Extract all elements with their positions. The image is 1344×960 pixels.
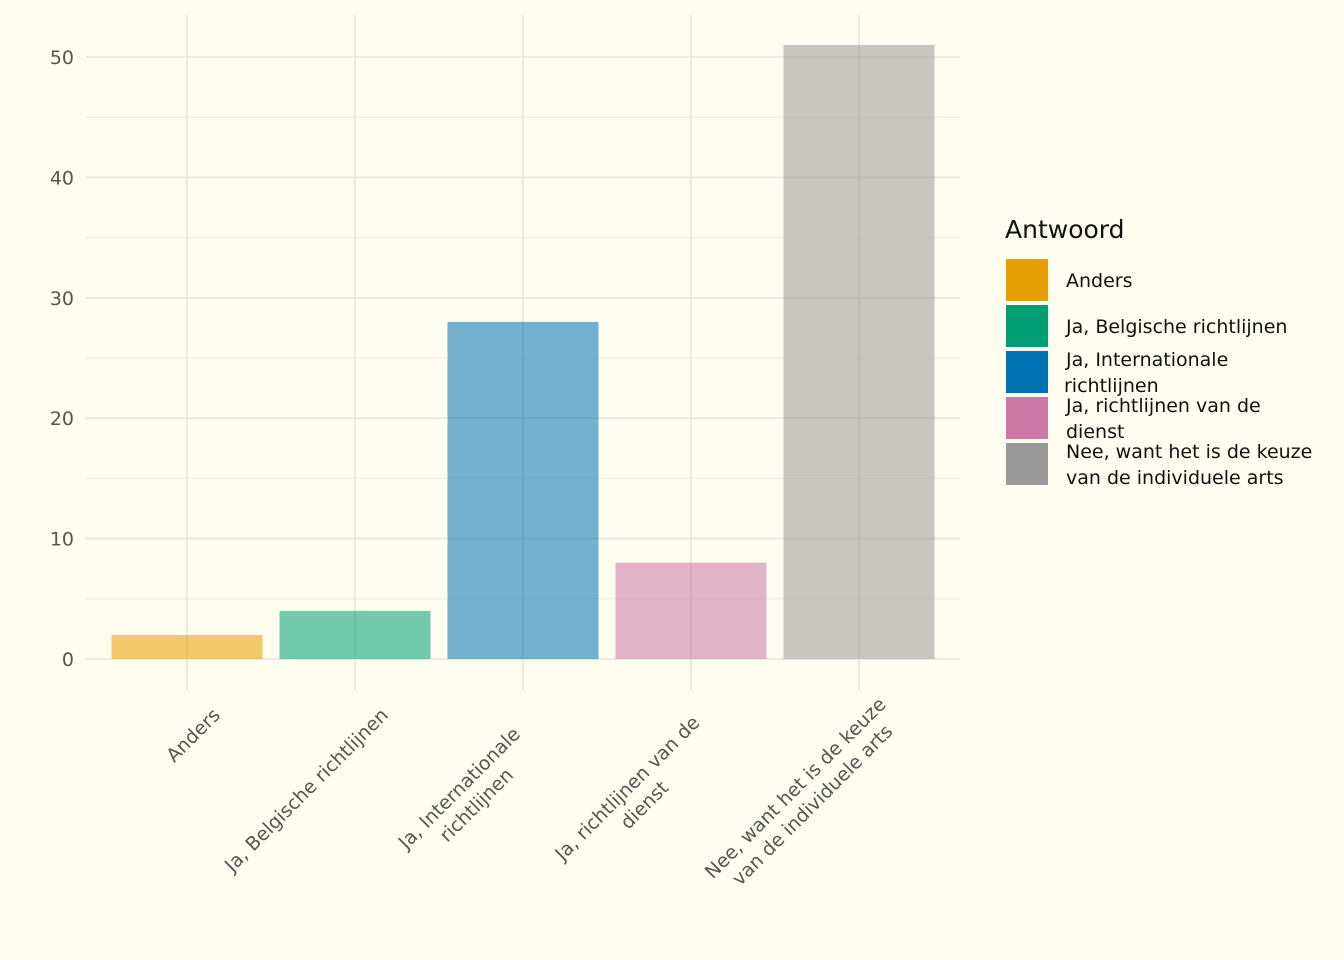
legend-key-4: [1006, 397, 1048, 439]
y-tick-label: 10: [50, 529, 74, 551]
bars: [111, 44, 935, 659]
legend-label-line: Ja, Internationale: [1065, 349, 1228, 371]
legend-label-line: Nee, want het is de keuze: [1066, 441, 1312, 463]
y-tick-label: 50: [50, 47, 74, 69]
y-axis: 0 10 20 30 40 50: [50, 47, 74, 671]
legend-key-1: [1006, 259, 1048, 301]
legend-label-2: Ja, Belgische richtlijnen: [1065, 316, 1287, 338]
legend-label-5: Nee, want het is de keuze van de individu…: [1066, 441, 1312, 489]
bar-1: [111, 634, 263, 659]
legend: Antwoord Anders Ja, Belgische richtlijnen J…: [1005, 215, 1312, 489]
y-tick-label: 30: [50, 288, 74, 310]
legend-label-3: Ja, Internationale richtlijnen: [1064, 349, 1228, 397]
bar-2: [279, 610, 431, 659]
legend-key-3: [1006, 351, 1048, 393]
legend-label-4: Ja, richtlijnen van de dienst: [1065, 395, 1261, 443]
legend-key-5: [1006, 443, 1048, 485]
bar-4: [615, 562, 767, 659]
legend-label-line: Ja, Belgische richtlijnen: [1065, 316, 1287, 338]
y-tick-label: 20: [50, 408, 74, 430]
legend-label-line: Anders: [1066, 270, 1133, 292]
legend-label-line: Ja, richtlijnen van de: [1065, 395, 1261, 417]
legend-label-line: richtlijnen: [1064, 375, 1159, 397]
legend-key-2: [1006, 305, 1048, 347]
bar-5: [783, 44, 935, 659]
legend-label-line: van de individuele arts: [1066, 467, 1284, 489]
legend-label-1: Anders: [1066, 270, 1133, 292]
y-tick-label: 40: [50, 167, 74, 189]
legend-label-line: dienst: [1066, 421, 1124, 443]
legend-title: Antwoord: [1005, 215, 1125, 244]
bar-3: [447, 321, 599, 659]
y-tick-label: 0: [62, 649, 74, 671]
